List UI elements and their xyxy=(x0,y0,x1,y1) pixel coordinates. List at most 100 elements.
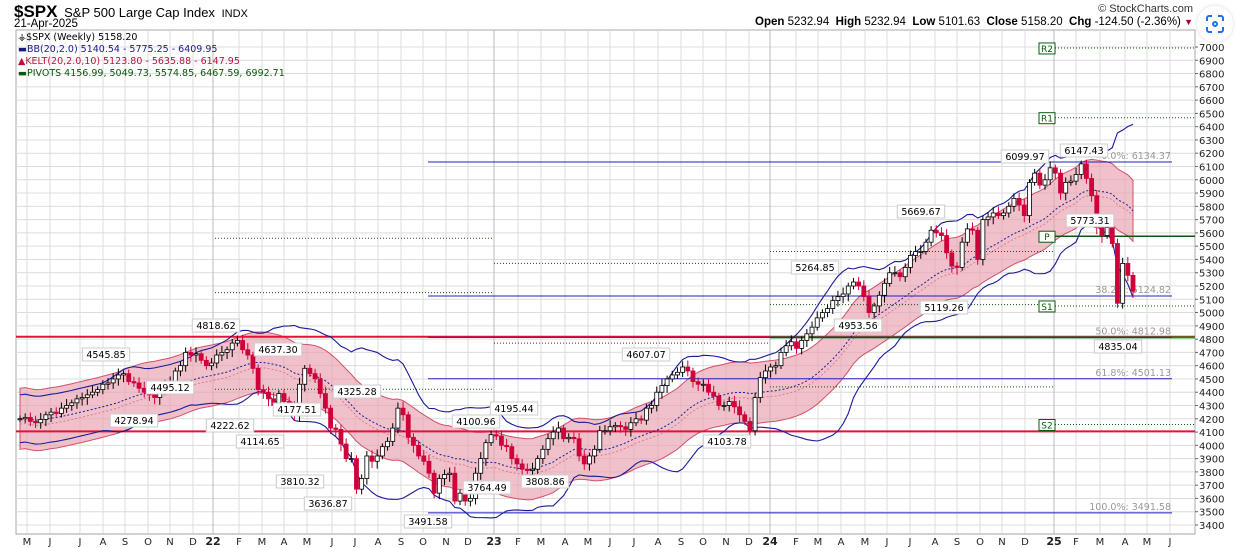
svg-text:J: J xyxy=(908,537,912,548)
svg-text:3764.49: 3764.49 xyxy=(467,483,506,494)
svg-text:4400: 4400 xyxy=(1199,388,1224,399)
svg-text:5773.31: 5773.31 xyxy=(1070,216,1109,227)
svg-text:100.0%: 3491.58: 100.0%: 3491.58 xyxy=(1089,502,1171,513)
legend-bb: ▬BB(20,2.0) 5140.54 - 5775.25 - 6409.95 xyxy=(18,44,218,55)
svg-text:M: M xyxy=(861,537,870,548)
svg-text:A: A xyxy=(100,537,107,548)
bollinger-bands xyxy=(19,123,1134,519)
svg-text:N: N xyxy=(998,537,1005,548)
svg-text:5500: 5500 xyxy=(1199,242,1224,253)
svg-text:J: J xyxy=(48,537,52,548)
svg-text:4900: 4900 xyxy=(1199,322,1224,333)
svg-text:J: J xyxy=(608,537,612,548)
svg-text:J: J xyxy=(330,537,334,548)
svg-text:6099.97: 6099.97 xyxy=(1005,152,1044,163)
svg-text:22: 22 xyxy=(205,535,220,548)
svg-text:4835.04: 4835.04 xyxy=(1098,342,1137,353)
svg-text:6300: 6300 xyxy=(1199,136,1224,147)
price-annotations: 4545.85 4278.94 4495.12 4818.62 4222.62 4114.… xyxy=(81,143,1143,529)
svg-text:4278.94: 4278.94 xyxy=(114,416,153,427)
svg-text:3808.86: 3808.86 xyxy=(525,477,564,488)
scan-icon xyxy=(1206,15,1224,33)
exchange: INDX xyxy=(221,8,248,20)
svg-text:0.0%: 6134.37: 0.0%: 6134.37 xyxy=(1101,151,1171,162)
close-value: 5158.20 xyxy=(1021,16,1063,28)
svg-text:50.0%: 4812.98: 50.0%: 4812.98 xyxy=(1095,326,1171,337)
chart-date: 21-Apr-2025 xyxy=(14,18,78,30)
svg-text:3900: 3900 xyxy=(1199,455,1224,466)
svg-text:J: J xyxy=(1168,537,1172,548)
svg-text:5800: 5800 xyxy=(1199,202,1224,213)
chart-title: $SPX S&P 500 Large Cap Index INDX xyxy=(14,2,248,22)
svg-text:5300: 5300 xyxy=(1199,269,1224,280)
svg-text:D: D xyxy=(745,537,753,548)
svg-text:6600: 6600 xyxy=(1199,96,1224,107)
svg-text:S: S xyxy=(678,537,684,548)
svg-text:5119.26: 5119.26 xyxy=(924,303,963,314)
line-icon: ▬ xyxy=(18,68,27,79)
svg-text:S1: S1 xyxy=(1041,303,1052,313)
candle-icon: ⚶ xyxy=(18,32,27,43)
svg-text:4103.78: 4103.78 xyxy=(707,437,746,448)
svg-text:F: F xyxy=(515,537,521,548)
legend-pivots: ▬PIVOTS 4156.99, 5049.73, 5574.85, 6467.… xyxy=(18,68,285,79)
svg-text:P: P xyxy=(1044,233,1050,243)
candlesticks xyxy=(17,159,1136,507)
ohlc-bar: Open 5232.94 High 5232.94 Low 5101.63 Cl… xyxy=(755,16,1193,28)
y-axis: 3400 3500 3600 3700 3800 3900 4000 4100 4200 4300… xyxy=(1195,43,1224,532)
svg-text:4700: 4700 xyxy=(1199,348,1224,359)
svg-text:4300: 4300 xyxy=(1199,402,1224,413)
x-axis: M J J A S O N D 22 F M A M J J A S O N D 23 F M A M J J A S O N D 24 F M A M… xyxy=(16,533,1195,548)
svg-text:3500: 3500 xyxy=(1199,508,1224,519)
svg-text:4953.56: 4953.56 xyxy=(838,321,877,332)
svg-text:4637.30: 4637.30 xyxy=(258,345,297,356)
svg-text:D: D xyxy=(1021,537,1029,548)
svg-text:S: S xyxy=(122,537,128,548)
close-label: Close xyxy=(986,16,1018,28)
svg-text:S: S xyxy=(954,537,960,548)
svg-text:N: N xyxy=(166,537,173,548)
svg-text:4100: 4100 xyxy=(1199,428,1224,439)
svg-text:R2: R2 xyxy=(1041,45,1053,55)
svg-text:6100: 6100 xyxy=(1199,163,1224,174)
chg-value: -124.50 (-2.36%) xyxy=(1094,16,1181,28)
svg-text:5600: 5600 xyxy=(1199,229,1224,240)
svg-text:4195.44: 4195.44 xyxy=(494,404,533,415)
svg-text:F: F xyxy=(1073,537,1079,548)
svg-text:R1: R1 xyxy=(1041,115,1053,125)
svg-text:3800: 3800 xyxy=(1199,468,1224,479)
svg-text:N: N xyxy=(722,537,729,548)
svg-text:4800: 4800 xyxy=(1199,335,1224,346)
svg-text:5900: 5900 xyxy=(1199,189,1224,200)
screen-capture-button[interactable] xyxy=(1197,6,1233,42)
svg-text:6900: 6900 xyxy=(1199,56,1224,67)
svg-text:M: M xyxy=(1096,537,1105,548)
svg-text:4100.96: 4100.96 xyxy=(456,417,495,428)
area-icon: ▲ xyxy=(18,56,26,67)
svg-text:5669.67: 5669.67 xyxy=(901,207,940,218)
svg-text:A: A xyxy=(655,537,662,548)
svg-text:4177.51: 4177.51 xyxy=(277,405,316,416)
svg-text:J: J xyxy=(632,537,636,548)
svg-text:5700: 5700 xyxy=(1199,216,1224,227)
svg-text:O: O xyxy=(699,537,707,548)
svg-text:61.8%: 4501.13: 61.8%: 4501.13 xyxy=(1095,368,1171,379)
svg-text:5400: 5400 xyxy=(1199,255,1224,266)
svg-text:J: J xyxy=(353,537,357,548)
legend: ⚶$SPX (Weekly) 5158.20 ▬BB(20,2.0) 5140.… xyxy=(18,32,285,80)
open-label: Open xyxy=(755,16,785,28)
svg-text:J: J xyxy=(885,537,889,548)
svg-text:4818.62: 4818.62 xyxy=(196,321,235,332)
svg-text:M: M xyxy=(258,537,267,548)
svg-text:3400: 3400 xyxy=(1199,521,1224,532)
svg-text:O: O xyxy=(144,537,152,548)
svg-text:4222.62: 4222.62 xyxy=(210,421,249,432)
line-icon: ▬ xyxy=(18,44,27,55)
svg-text:M: M xyxy=(537,537,546,548)
symbol-name: S&P 500 Large Cap Index xyxy=(64,5,215,20)
svg-text:A: A xyxy=(562,537,569,548)
svg-text:D: D xyxy=(464,537,472,548)
svg-text:4114.65: 4114.65 xyxy=(240,437,279,448)
svg-text:24: 24 xyxy=(762,535,778,548)
